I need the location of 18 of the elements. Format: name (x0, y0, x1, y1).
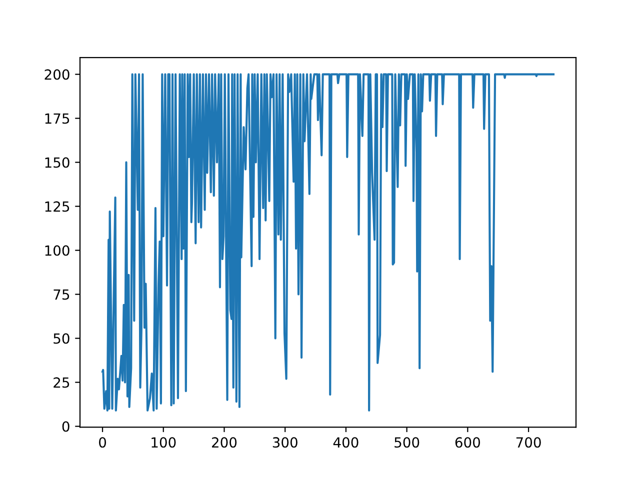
y-tick-label: 150 (45, 157, 70, 168)
x-tick-label: 0 (99, 437, 106, 448)
x-tick-label: 300 (272, 437, 298, 448)
x-tick-label: 200 (212, 437, 237, 448)
y-tick-label: 200 (44, 69, 70, 80)
y-tick-label: 75 (54, 289, 70, 300)
x-tick-label: 700 (516, 437, 541, 448)
x-tick-label: 500 (394, 437, 420, 448)
y-tick-label: 175 (45, 113, 70, 124)
y-tick-label: 125 (45, 201, 70, 212)
x-tick-label: 400 (333, 437, 358, 448)
x-tick-label: 600 (455, 437, 480, 448)
y-tick-label: 100 (45, 245, 70, 256)
x-tick-label: 100 (152, 437, 176, 448)
y-tick-label: 25 (54, 377, 70, 388)
y-tick-label: 50 (54, 333, 70, 344)
line-series (101, 73, 555, 412)
y-tick-label: 0 (62, 421, 70, 432)
